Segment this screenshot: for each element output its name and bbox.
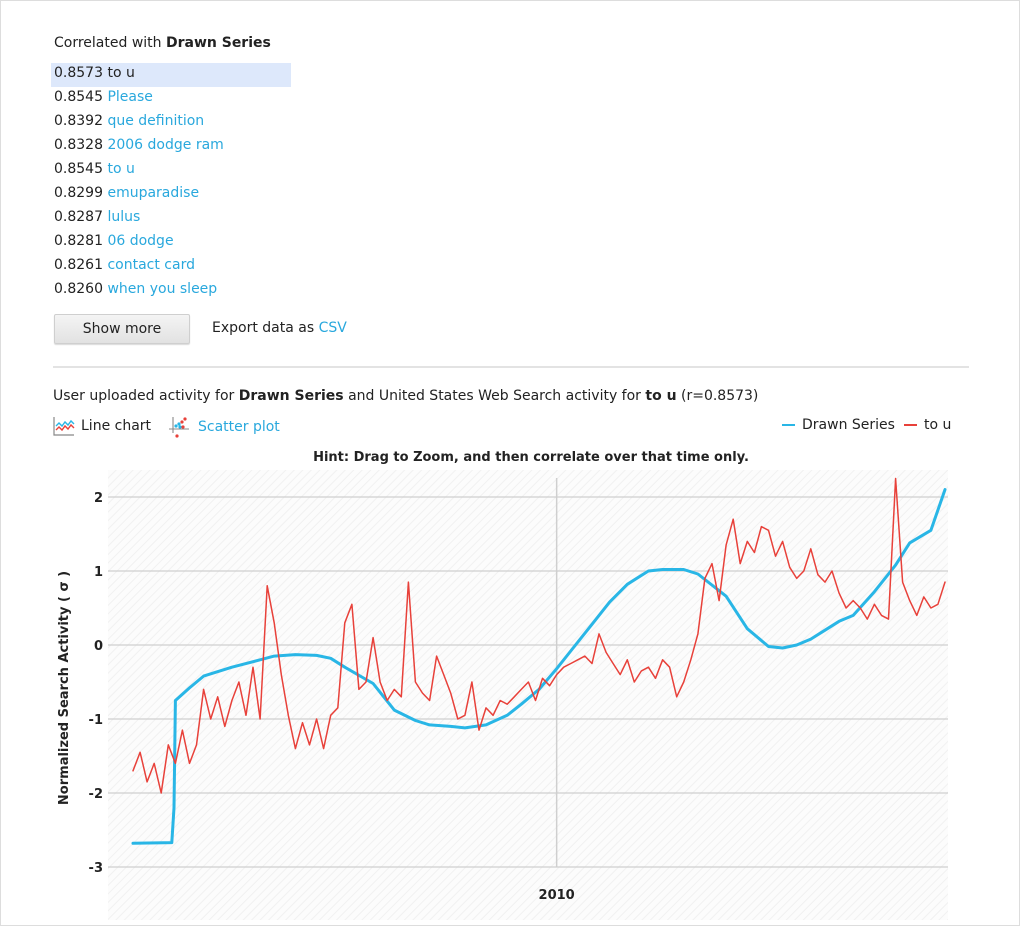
correlation-value: 0.8392 (54, 113, 103, 129)
series-line-to-u (132, 477, 946, 794)
correlation-item[interactable]: 0.8573 to u (51, 63, 291, 87)
correlation-item[interactable]: 0.8328 2006 dodge ram (51, 135, 291, 159)
desc-part2: and United States Web Search activity fo… (348, 388, 641, 404)
y-axis-label: Normalized Search Activity ( σ ) (57, 571, 72, 805)
correlation-term-link[interactable]: to u (107, 65, 135, 81)
correlation-term-link[interactable]: que definition (107, 113, 205, 129)
correlation-term-link[interactable]: 06 dodge (107, 233, 174, 249)
correlation-item[interactable]: 0.8545 to u (51, 159, 291, 183)
y-tick-label: -2 (89, 787, 103, 802)
correlation-list: 0.8573 to u 0.8545 Please 0.8392 que defin… (51, 63, 291, 303)
legend-swatch-drawn (782, 424, 795, 426)
export-csv-link[interactable]: CSV (318, 320, 347, 336)
correlation-term-link[interactable]: Please (107, 89, 153, 105)
correlation-value: 0.8545 (54, 161, 103, 177)
chart-description: User uploaded activity for Drawn Series … (53, 388, 758, 404)
legend-swatch-to-u (904, 424, 917, 426)
y-tick-label: 0 (94, 639, 103, 654)
correlation-item[interactable]: 0.8299 emuparadise (51, 183, 291, 207)
correlation-term-link[interactable]: to u (107, 161, 135, 177)
correlation-term-link[interactable]: contact card (107, 257, 195, 273)
correlation-term-link[interactable]: 2006 dodge ram (107, 137, 224, 153)
export-data: Export data as CSV (212, 320, 347, 336)
legend-label-drawn: Drawn Series (802, 417, 895, 433)
desc-part1: User uploaded activity for (53, 388, 235, 404)
export-label: Export data as (212, 320, 315, 336)
correlation-value: 0.8260 (54, 281, 103, 297)
correlation-value: 0.8573 (54, 65, 103, 81)
desc-term: to u (645, 388, 677, 404)
correlation-value: 0.8328 (54, 137, 103, 153)
section-divider (53, 366, 969, 368)
y-tick-label: 2 (94, 491, 103, 506)
correlation-item[interactable]: 0.8260 when you sleep (51, 279, 291, 303)
correlated-heading: Correlated with Drawn Series (54, 35, 271, 51)
correlation-value: 0.8287 (54, 209, 103, 225)
correlation-term-link[interactable]: emuparadise (107, 185, 200, 201)
correlation-value: 0.8261 (54, 257, 103, 273)
legend-label-to-u: to u (924, 417, 952, 433)
correlation-item[interactable]: 0.8281 06 dodge (51, 231, 291, 255)
correlation-item[interactable]: 0.8545 Please (51, 87, 291, 111)
scatter-plot-label: Scatter plot (198, 419, 280, 435)
plot-area (108, 470, 948, 920)
line-chart-label: Line chart (81, 418, 152, 434)
correlation-term-link[interactable]: when you sleep (107, 281, 218, 297)
correlation-value: 0.8299 (54, 185, 103, 201)
desc-series: Drawn Series (238, 388, 344, 404)
line-chart-icon (53, 417, 75, 436)
desc-r: (r=0.8573) (681, 388, 759, 404)
correlation-item[interactable]: 0.8392 que definition (51, 111, 291, 135)
correlation-item[interactable]: 0.8287 lulus (51, 207, 291, 231)
legend-item-drawn-series[interactable]: Drawn Series (782, 417, 895, 433)
correlation-value: 0.8281 (54, 233, 103, 249)
y-tick-label: 1 (94, 565, 103, 580)
line-chart-mode[interactable]: Line chart (53, 416, 151, 436)
y-tick-label: -1 (89, 713, 103, 728)
scatter-plot-icon (169, 417, 189, 438)
y-tick-label: -3 (89, 861, 103, 876)
correlated-prefix: Correlated with (54, 35, 162, 51)
correlated-series-name: Drawn Series (165, 35, 271, 51)
correlation-value: 0.8545 (54, 89, 103, 105)
correlation-term-link[interactable]: lulus (107, 209, 141, 225)
show-more-button[interactable]: Show more (54, 314, 190, 344)
x-tick-label: 2010 (539, 888, 575, 903)
chart-hint: Hint: Drag to Zoom, and then correlate o… (313, 450, 749, 465)
correlation-item[interactable]: 0.8261 contact card (51, 255, 291, 279)
series-line-drawn (131, 488, 947, 845)
scatter-plot-mode[interactable]: Scatter plot (168, 416, 280, 438)
legend-item-to-u[interactable]: to u (904, 417, 951, 433)
